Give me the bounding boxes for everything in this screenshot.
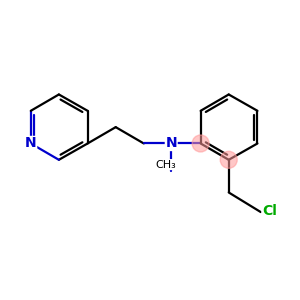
Text: CH₃: CH₃ <box>156 160 176 170</box>
Circle shape <box>192 135 209 152</box>
Circle shape <box>220 151 237 168</box>
Text: Cl: Cl <box>262 204 277 218</box>
Text: N: N <box>25 136 37 151</box>
Text: N: N <box>165 136 177 151</box>
